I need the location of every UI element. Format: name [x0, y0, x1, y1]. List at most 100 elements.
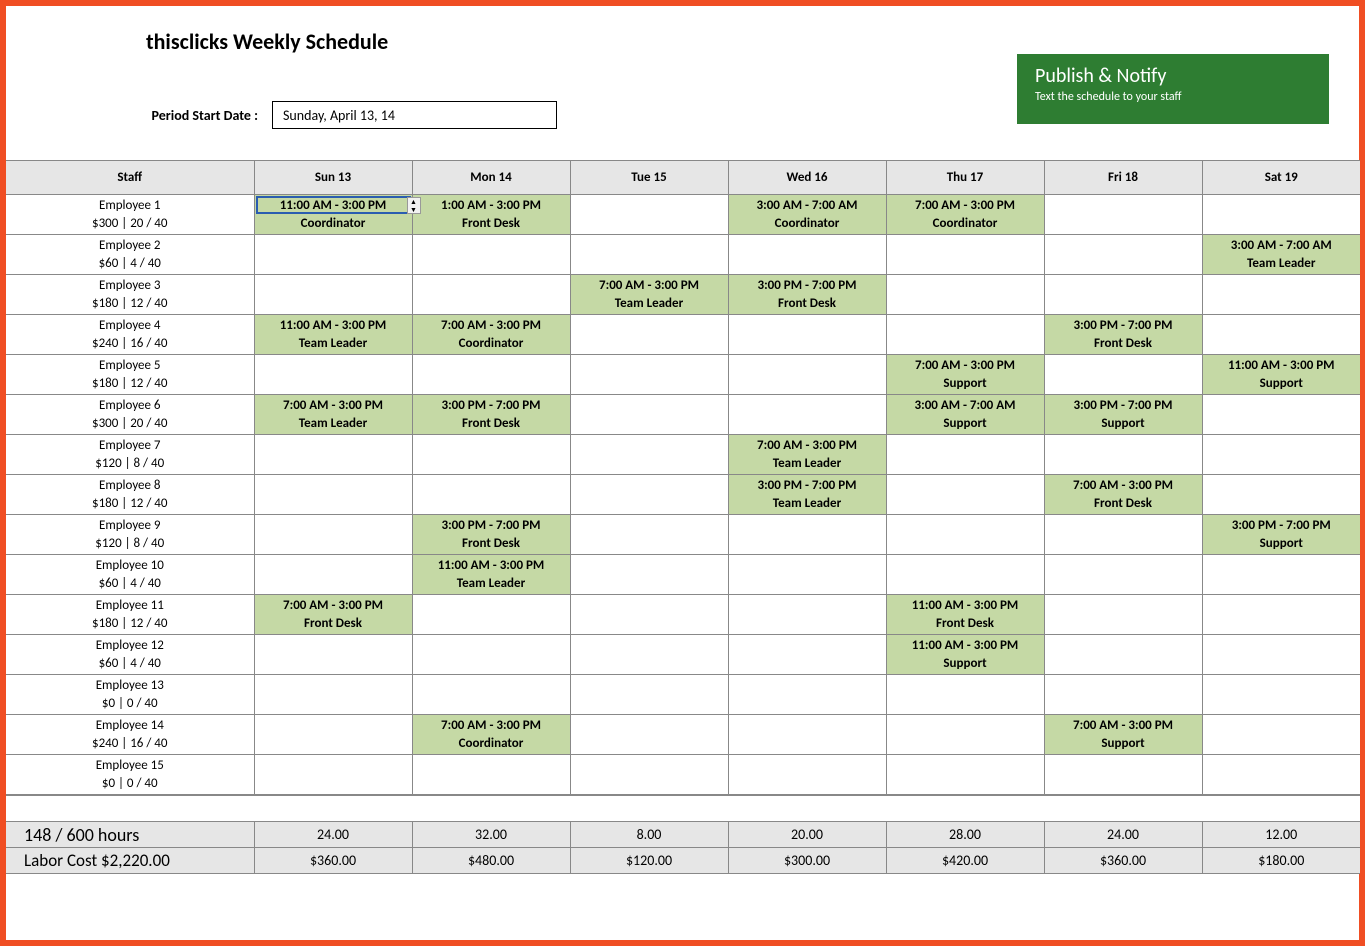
employee-cell[interactable]: Employee 5$180 | 12 / 40 — [6, 355, 254, 395]
empty-cell[interactable] — [254, 555, 412, 595]
shift-cell[interactable]: 3:00 AM - 7:00 AMTeam Leader — [1202, 235, 1360, 275]
shift-cell[interactable]: 3:00 PM - 7:00 PMFront Desk — [728, 275, 886, 315]
employee-cell[interactable]: Employee 10$60 | 4 / 40 — [6, 555, 254, 595]
chevron-down-icon[interactable]: ▼ — [408, 206, 420, 214]
empty-cell[interactable] — [1044, 195, 1202, 235]
empty-cell[interactable] — [886, 235, 1044, 275]
empty-cell[interactable] — [570, 395, 728, 435]
shift-cell[interactable]: 7:00 AM - 3:00 PMTeam Leader — [728, 435, 886, 475]
col-wed[interactable]: Wed 16 — [728, 161, 886, 195]
empty-cell[interactable] — [254, 755, 412, 795]
employee-cell[interactable]: Employee 4$240 | 16 / 40 — [6, 315, 254, 355]
shift-cell[interactable]: 11:00 AM - 3:00 PMCoordinator▲▼ — [254, 195, 412, 235]
employee-cell[interactable]: Employee 14$240 | 16 / 40 — [6, 715, 254, 755]
shift-cell[interactable]: 3:00 AM - 7:00 AMCoordinator — [728, 195, 886, 235]
empty-cell[interactable] — [254, 715, 412, 755]
empty-cell[interactable] — [728, 555, 886, 595]
empty-cell[interactable] — [886, 755, 1044, 795]
empty-cell[interactable] — [570, 675, 728, 715]
empty-cell[interactable] — [728, 595, 886, 635]
empty-cell[interactable] — [886, 715, 1044, 755]
shift-cell[interactable]: 3:00 PM - 7:00 PMFront Desk — [1044, 315, 1202, 355]
empty-cell[interactable] — [1044, 235, 1202, 275]
empty-cell[interactable] — [1044, 355, 1202, 395]
employee-cell[interactable]: Employee 7$120 | 8 / 40 — [6, 435, 254, 475]
shift-cell[interactable]: 7:00 AM - 3:00 PMCoordinator — [886, 195, 1044, 235]
shift-cell[interactable]: 7:00 AM - 3:00 PMSupport — [1044, 715, 1202, 755]
empty-cell[interactable] — [1044, 555, 1202, 595]
shift-cell[interactable]: 3:00 PM - 7:00 PMTeam Leader — [728, 475, 886, 515]
shift-cell[interactable]: 11:00 AM - 3:00 PMSupport — [1202, 355, 1360, 395]
shift-cell[interactable]: 1:00 AM - 3:00 PMFront Desk — [412, 195, 570, 235]
empty-cell[interactable] — [570, 315, 728, 355]
shift-cell[interactable]: 3:00 PM - 7:00 PMFront Desk — [412, 395, 570, 435]
empty-cell[interactable] — [1202, 315, 1360, 355]
empty-cell[interactable] — [254, 635, 412, 675]
empty-cell[interactable] — [412, 435, 570, 475]
empty-cell[interactable] — [1044, 755, 1202, 795]
shift-cell[interactable]: 7:00 AM - 3:00 PMTeam Leader — [570, 275, 728, 315]
empty-cell[interactable] — [1202, 675, 1360, 715]
shift-cell[interactable]: 11:00 AM - 3:00 PMTeam Leader — [254, 315, 412, 355]
empty-cell[interactable] — [412, 675, 570, 715]
empty-cell[interactable] — [728, 635, 886, 675]
col-thu[interactable]: Thu 17 — [886, 161, 1044, 195]
empty-cell[interactable] — [412, 755, 570, 795]
empty-cell[interactable] — [728, 355, 886, 395]
period-start-input[interactable] — [272, 101, 557, 129]
empty-cell[interactable] — [728, 395, 886, 435]
empty-cell[interactable] — [412, 275, 570, 315]
empty-cell[interactable] — [1044, 675, 1202, 715]
col-mon[interactable]: Mon 14 — [412, 161, 570, 195]
empty-cell[interactable] — [1202, 395, 1360, 435]
empty-cell[interactable] — [1202, 555, 1360, 595]
employee-cell[interactable]: Employee 9$120 | 8 / 40 — [6, 515, 254, 555]
empty-cell[interactable] — [570, 355, 728, 395]
empty-cell[interactable] — [886, 555, 1044, 595]
empty-cell[interactable] — [412, 475, 570, 515]
empty-cell[interactable] — [886, 435, 1044, 475]
empty-cell[interactable] — [1202, 715, 1360, 755]
employee-cell[interactable]: Employee 11$180 | 12 / 40 — [6, 595, 254, 635]
empty-cell[interactable] — [570, 715, 728, 755]
empty-cell[interactable] — [1202, 595, 1360, 635]
empty-cell[interactable] — [570, 595, 728, 635]
empty-cell[interactable] — [1202, 195, 1360, 235]
col-fri[interactable]: Fri 18 — [1044, 161, 1202, 195]
empty-cell[interactable] — [728, 515, 886, 555]
empty-cell[interactable] — [254, 475, 412, 515]
empty-cell[interactable] — [1044, 515, 1202, 555]
shift-cell[interactable]: 7:00 AM - 3:00 PMFront Desk — [1044, 475, 1202, 515]
empty-cell[interactable] — [570, 475, 728, 515]
empty-cell[interactable] — [728, 755, 886, 795]
col-tue[interactable]: Tue 15 — [570, 161, 728, 195]
empty-cell[interactable] — [412, 635, 570, 675]
empty-cell[interactable] — [728, 315, 886, 355]
empty-cell[interactable] — [254, 435, 412, 475]
shift-cell[interactable]: 11:00 AM - 3:00 PMFront Desk — [886, 595, 1044, 635]
employee-cell[interactable]: Employee 6$300 | 20 / 40 — [6, 395, 254, 435]
empty-cell[interactable] — [570, 635, 728, 675]
empty-cell[interactable] — [886, 515, 1044, 555]
shift-cell[interactable]: 7:00 AM - 3:00 PMSupport — [886, 355, 1044, 395]
col-sun[interactable]: Sun 13 — [254, 161, 412, 195]
empty-cell[interactable] — [412, 355, 570, 395]
employee-cell[interactable]: Employee 1$300 | 20 / 40 — [6, 195, 254, 235]
empty-cell[interactable] — [570, 555, 728, 595]
empty-cell[interactable] — [254, 355, 412, 395]
empty-cell[interactable] — [254, 675, 412, 715]
empty-cell[interactable] — [886, 275, 1044, 315]
empty-cell[interactable] — [1044, 595, 1202, 635]
shift-cell[interactable]: 7:00 AM - 3:00 PMTeam Leader — [254, 395, 412, 435]
empty-cell[interactable] — [412, 235, 570, 275]
empty-cell[interactable] — [886, 475, 1044, 515]
shift-cell[interactable]: 3:00 AM - 7:00 AMSupport — [886, 395, 1044, 435]
col-sat[interactable]: Sat 19 — [1202, 161, 1360, 195]
stepper-control[interactable]: ▲▼ — [407, 197, 421, 214]
empty-cell[interactable] — [1202, 635, 1360, 675]
employee-cell[interactable]: Employee 15$0 | 0 / 40 — [6, 755, 254, 795]
shift-cell[interactable]: 7:00 AM - 3:00 PMCoordinator — [412, 315, 570, 355]
empty-cell[interactable] — [412, 595, 570, 635]
shift-cell[interactable]: 3:00 PM - 7:00 PMFront Desk — [412, 515, 570, 555]
empty-cell[interactable] — [570, 195, 728, 235]
